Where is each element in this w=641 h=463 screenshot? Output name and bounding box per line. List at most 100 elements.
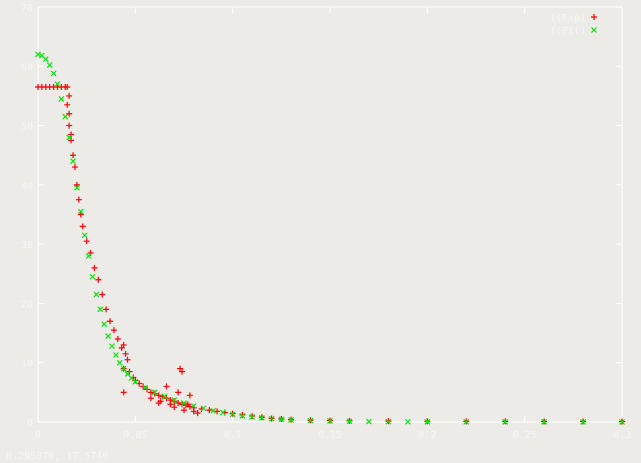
exp-data-point: [110, 327, 117, 334]
y-tick-label: 70: [21, 3, 33, 14]
fit-data-point: [116, 359, 123, 366]
exp-data-point: [175, 400, 182, 407]
fit-data-point: [385, 418, 392, 425]
fit-data-point: [619, 419, 625, 425]
y-tick-label: 0: [27, 418, 33, 429]
exp-data-point: [120, 389, 127, 396]
exp-data-point: [177, 365, 184, 372]
exp-data-point: [147, 389, 154, 396]
fit-data-point: [97, 306, 104, 313]
mouse-coordinates-readout: 0.295070, 17.5740: [6, 451, 109, 462]
exp-data-point: [175, 389, 182, 396]
exp-data-point: [190, 408, 197, 415]
exp-data-point: [163, 383, 170, 390]
fit-data-point: [346, 418, 353, 425]
exp-data-point: [70, 152, 77, 159]
x-tick-label: 0.1: [224, 430, 242, 441]
x-tick-label: 0.3: [613, 430, 631, 441]
exp-data-point: [249, 413, 256, 420]
fit-data-point: [85, 253, 92, 259]
exp-data-point: [155, 400, 162, 407]
exp-data-point: [120, 341, 127, 348]
exp-data-point: [79, 223, 86, 230]
exp-data-point: [124, 356, 131, 363]
exp-data-point: [83, 238, 90, 245]
exp-data-point: [107, 318, 114, 325]
fit-data-point: [151, 389, 158, 396]
fit-data-point: [541, 419, 548, 425]
exp-data-point: [114, 336, 121, 342]
exp-data-point: [77, 211, 84, 218]
fit-data-point: [81, 232, 88, 239]
fit-data-point: [62, 113, 69, 120]
fit-data-point: [327, 418, 333, 424]
fit-data-point: [142, 384, 148, 391]
fit-data-point: [307, 417, 314, 424]
fit-data-point: [120, 365, 127, 372]
legend-label-exp: I(Exp): [550, 13, 586, 24]
legend-label-fit: I(Fit): [550, 26, 586, 37]
exp-data-point: [122, 350, 129, 357]
fit-data-point: [249, 414, 256, 420]
fit-data-point: [161, 393, 168, 400]
x-tick-label: 0.15: [318, 430, 342, 441]
y-tick-label: 10: [21, 359, 33, 370]
x-tick-label: 0.25: [513, 430, 537, 441]
x-tick-label: 0.05: [123, 430, 147, 441]
fit-data-point: [210, 407, 217, 414]
fit-data-point: [74, 184, 80, 191]
exp-data-point: [66, 110, 73, 117]
fit-data-point: [35, 51, 41, 58]
exp-data-point: [167, 401, 174, 408]
fit-data-point: [580, 419, 586, 425]
exp-data-point: [87, 250, 94, 257]
fit-data-point: [200, 405, 207, 412]
exp-data-point: [181, 407, 187, 414]
fit-data-point: [109, 343, 115, 350]
fit-data-point: [42, 56, 49, 63]
x-tick-label: 0: [35, 430, 41, 441]
fit-data-point: [46, 62, 53, 69]
legend-marker-fit: [591, 27, 597, 33]
exp-data-point: [66, 92, 73, 99]
y-tick-label: 40: [21, 181, 33, 192]
exp-data-point: [171, 404, 178, 411]
fit-data-point: [181, 400, 187, 406]
exp-data-point: [91, 264, 98, 271]
exp-data-point: [64, 84, 71, 91]
fit-data-point: [58, 95, 65, 102]
exp-data-point: [73, 181, 80, 188]
y-tick-label: 60: [21, 62, 33, 73]
exp-data-point: [68, 131, 75, 138]
fit-data-point: [132, 378, 139, 385]
exp-data-point: [155, 392, 162, 399]
exp-data-point: [66, 122, 73, 129]
exp-data-point: [214, 408, 221, 415]
fit-data-point: [93, 291, 100, 298]
exp-data-point: [186, 392, 193, 399]
fit-data-point: [89, 273, 96, 280]
exp-data-point: [147, 395, 154, 402]
fit-data-point: [502, 419, 509, 425]
fit-data-point: [190, 403, 197, 409]
y-tick-label: 50: [21, 122, 33, 133]
y-tick-label: 20: [21, 299, 33, 310]
exp-data-point: [64, 101, 71, 108]
exp-data-point: [194, 410, 201, 417]
fit-data-point: [77, 208, 84, 215]
exp-data-point: [71, 164, 78, 171]
exp-data-point: [206, 407, 213, 414]
exp-data-point: [103, 306, 110, 313]
fit-data-point: [54, 81, 61, 87]
fit-data-point: [105, 333, 112, 339]
scatter-chart[interactable]: 0 0.05 0.1 0.15 0.2 0.25 0.3 0 10 20 30 40 50 60 70 I(E…: [0, 0, 641, 450]
fit-data-point: [171, 397, 178, 403]
fit-data-point: [463, 418, 470, 425]
fit-data-point: [366, 418, 372, 425]
fit-data-point: [50, 70, 57, 77]
legend-marker-exp: [591, 14, 597, 20]
fit-data-point: [66, 134, 73, 141]
fit-data-point: [70, 158, 76, 165]
fit-data-point: [278, 416, 285, 423]
